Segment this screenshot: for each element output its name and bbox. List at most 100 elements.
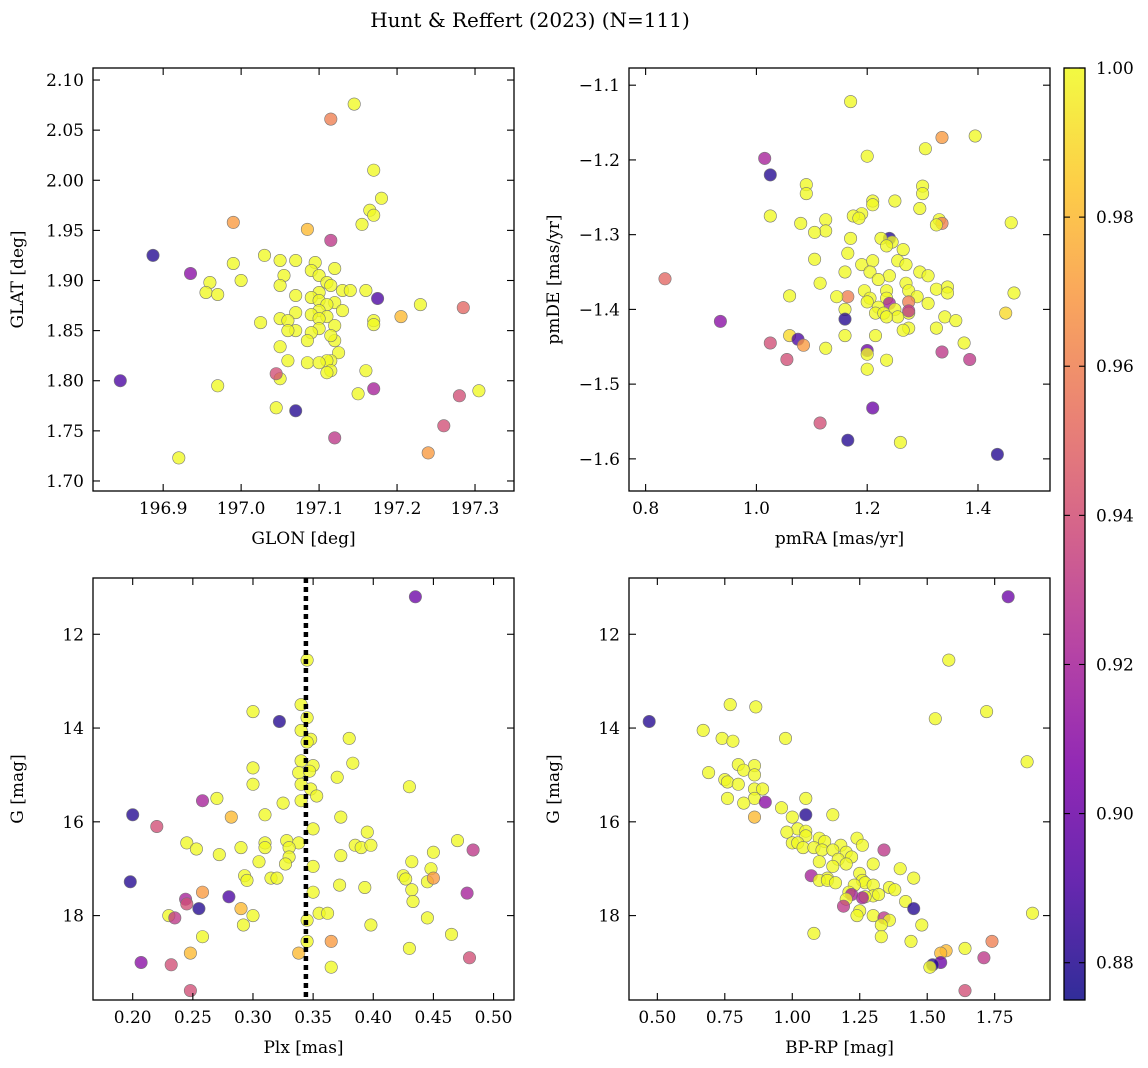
scatter-point [642,714,656,728]
y-tick-label: 1.95 [46,221,84,241]
scatter-point [891,310,905,324]
scatter-point [749,700,763,714]
colorbar-tick-label: 0.88 [1096,954,1134,974]
scatter-point [696,723,710,737]
x-tick-label: 197.3 [451,499,500,519]
scatter-point [874,930,888,944]
colorbar-tick-label: 0.98 [1096,208,1134,228]
scatter-point [236,918,250,932]
y-axis-label: pmDE [mas/yr] [544,214,564,344]
y-tick-label: 14 [62,719,84,739]
y-axis-label: G [mag] [8,754,28,823]
scatter-point [192,902,206,916]
scatter-point [437,419,451,433]
x-axis-label: pmRA [mas/yr] [775,529,904,549]
scatter-point [168,911,182,925]
scatter-point [364,838,378,852]
x-tick-label: 197.1 [295,499,344,519]
scatter-point [868,329,882,343]
scatter-point [838,329,852,343]
scatter-point [780,352,794,366]
y-tick-label: −1.5 [579,375,620,395]
figure-title: Hunt & Reffert (2023) (N=111) [370,8,690,32]
scatter-point [949,314,963,328]
scatter-point [134,955,148,969]
x-tick-label: 197.0 [217,499,266,519]
scatter-point [199,285,213,299]
scatter-point [394,310,408,324]
scatter-point [359,364,373,378]
x-tick-label: 0.50 [638,1008,676,1028]
scatter-point [306,822,320,836]
axes-frame [628,577,1051,1001]
scatter-point [113,374,127,388]
scatter-point [172,451,186,465]
scatter-point [774,801,788,815]
scatter-point [300,222,314,236]
scatter-point [196,885,210,899]
scatter-point [196,930,210,944]
scatter-point [799,187,813,201]
scatter-point [211,287,225,301]
scatter-point [828,876,842,890]
scatter-panel-3: 0.20 0.25 0.30 0.35 0.40 0.45 0.50 12 14 16 18 Plx … [8,577,515,1058]
scatter-point [210,791,224,805]
scatter-point [836,899,850,913]
scatter-point [844,231,858,245]
scatter-point [367,208,381,222]
scatter-point [877,843,891,857]
scatter-point [871,272,885,286]
y-tick-label: −1.2 [579,151,620,171]
scatter-point [866,401,880,415]
scatter-point [826,859,840,873]
scatter-point [907,871,921,885]
scatter-point [763,336,777,350]
scatter-point [921,296,935,310]
scatter-point [358,880,372,894]
scatter-point [819,341,833,355]
scatter-point [940,286,954,300]
scatter-point [866,857,880,871]
scatter-point [328,431,342,445]
scatter-point [258,841,272,855]
scatter-point [713,314,727,328]
colorbar-tick-label: 0.90 [1096,805,1134,825]
scatter-point [723,698,737,712]
scatter-point [841,290,855,304]
scatter-point [880,310,894,324]
scatter-point [990,447,1004,461]
scatter-point [292,766,306,780]
scatter-point [899,258,913,272]
scatter-point [270,871,284,885]
scatter-point [402,941,416,955]
scatter-point [747,768,761,782]
scatter-point [300,334,314,348]
scatter-point [756,782,770,796]
scatter-point [226,256,240,270]
scatter-point [355,217,369,231]
scatter-point [935,345,949,359]
scatter-point [452,389,466,403]
scatter-point [874,918,888,932]
scatter-point [306,885,320,899]
x-tick-label: 1.4 [964,499,991,519]
scatter-point [334,810,348,824]
scatter-point [364,918,378,932]
scatter-point [896,323,910,337]
scatter-panel-1: 196.9 197.0 197.1 197.2 197.3 1.70 1.75 1.80 1.8… [8,67,515,549]
scatter-point [999,306,1013,320]
scatter-point [367,382,381,396]
x-tick-label: 1.2 [854,499,881,519]
y-tick-label: 12 [62,625,84,645]
y-tick-label: 16 [598,813,620,833]
x-tick-label: 0.8 [632,499,659,519]
scatter-point [462,951,476,965]
colorbar-gradient [1064,68,1085,1000]
scatter-point [957,336,971,350]
scatter-point [935,131,949,145]
scatter-point [252,855,266,869]
scatter-point [456,301,470,315]
x-tick-label: 1.75 [976,1008,1014,1028]
scatter-point [224,810,238,824]
